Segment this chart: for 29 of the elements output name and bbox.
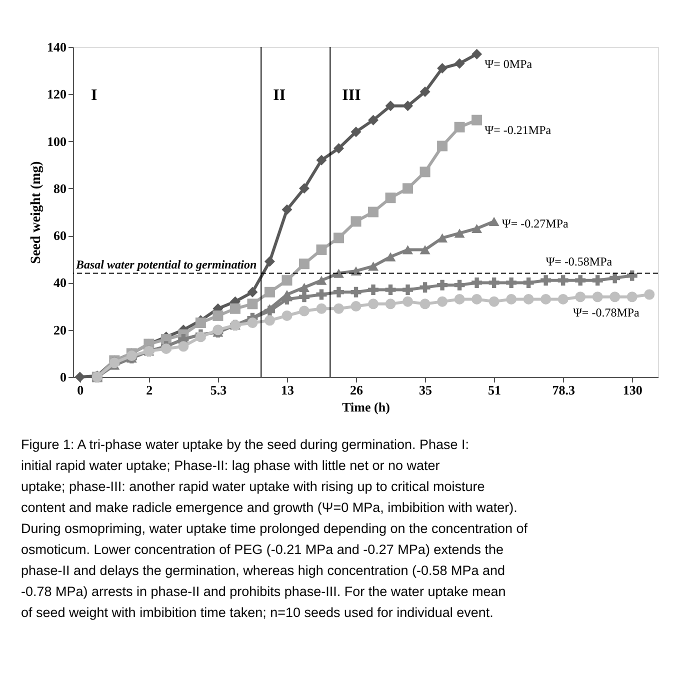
y-tick-label: 120 bbox=[47, 86, 66, 102]
text: Figure 1: A tri-phase water uptake by the seed during germination. Phase I: initial rapid water uptake; Phase-II: lag phase with little net or no water uptake; phase-III: another rapid water uptake with rising up to critical moisture content and make radicle emergence and growth (Ψ=0 MPa, imbibition with water). During osmopriming, water uptake time prolonged depending on the concentration of osmoticum. Lower concentration of PEG (-0.21 MPa and -0.27 MPa) extends the phase-II and delays the germination, whereas high concentration (-0.58 MPa and -0.78 MPa) arrests in phase-II and prohibits phase-III. For the water uptake mean of seed weight with imbibition time taken; n=10 seeds used for individual event. bbox=[21, 437, 528, 620]
series-label: Ψ= -0.78MPa bbox=[573, 306, 640, 320]
annotation: II bbox=[273, 87, 286, 104]
x-axis-title: Time (h) bbox=[342, 400, 390, 414]
x-tick-label: 2 bbox=[146, 382, 153, 398]
x-tick-label: 78.3 bbox=[552, 382, 576, 398]
annotation: III bbox=[342, 87, 361, 104]
series-label: Ψ= -0.27MPa bbox=[502, 216, 570, 230]
y-tick-label: 0 bbox=[60, 370, 66, 384]
x-tick-label: 5.3 bbox=[210, 382, 228, 398]
y-tick-label: 40 bbox=[54, 275, 66, 290]
y-tick-label: 140 bbox=[47, 40, 66, 54]
series-label: Ψ= -0.58MPa bbox=[546, 254, 613, 269]
y-tick-label: 80 bbox=[54, 180, 66, 196]
series-label: Ψ= 0MPa bbox=[484, 57, 533, 72]
ref-line-label: Basal water potential to germination bbox=[75, 257, 258, 272]
x-tick-label: 0 bbox=[77, 382, 84, 398]
x-tick-label: 26 bbox=[350, 382, 364, 398]
y-tick-label: 100 bbox=[47, 134, 66, 149]
x-tick-label: 51 bbox=[488, 382, 502, 398]
x-tick-label: 35 bbox=[419, 382, 433, 398]
y-tick-label: 20 bbox=[54, 322, 66, 338]
annotation: I bbox=[91, 87, 98, 104]
series-label: Ψ= -0.21MPa bbox=[484, 123, 552, 138]
y-tick-label: 60 bbox=[54, 228, 66, 244]
y-axis-title: Seed weight (mg) bbox=[29, 160, 44, 264]
x-tick-label: 130 bbox=[622, 382, 642, 398]
x-tick-label: 13 bbox=[280, 382, 294, 398]
